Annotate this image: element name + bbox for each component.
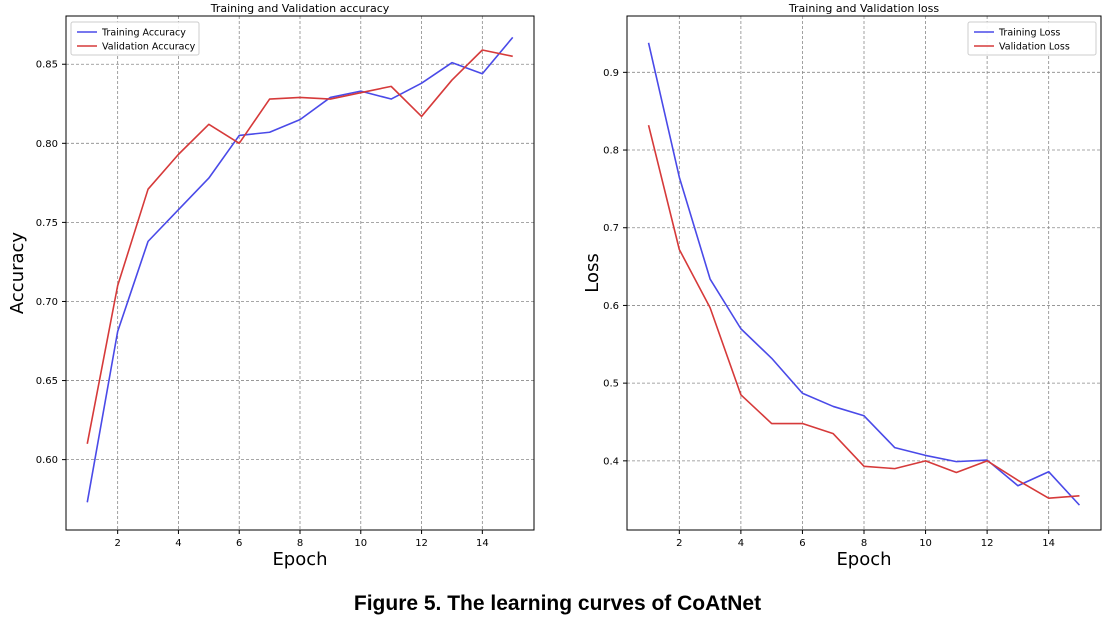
y-tick-label: 0.5 [603,379,619,390]
y-tick-label: 0.8 [603,146,619,157]
legend-label: Validation Loss [999,42,1070,53]
chart-panel-2: 2 4 6 8 10 12 14 0.4 0.5 0.6 0.7 0.8 0.9 Training and… [582,2,1102,570]
x-tick-label: 4 [738,538,744,549]
y-tick-label: 0.70 [36,297,58,308]
x-tick-label: 6 [236,538,242,549]
chart-panel-1: 2 4 6 8 10 12 14 0.60 0.65 0.70 0.75 0.80 0.85 Traini… [7,2,535,570]
x-tick-label: 10 [354,538,367,549]
series-line-training [647,42,1081,506]
figure-caption: Figure 5. The learning curves of CoAtNet [353,592,762,615]
legend: Training Accuracy Validation Accuracy [70,21,200,56]
x-tick-label: 6 [799,538,805,549]
y-tick-label: 0.6 [603,301,619,312]
legend-label: Training Loss [998,28,1060,39]
legend-box [967,21,1097,56]
x-tick-label: 14 [476,538,489,549]
x-tick-label: 8 [861,538,867,549]
y-axis-label: Loss [582,253,603,292]
series-line-validation [86,49,513,444]
legend-box [70,21,200,56]
y-tick-label: 0.4 [603,456,619,467]
chart-title: Training and Validation accuracy [210,2,390,15]
series-line-training [86,36,514,503]
y-tick-label: 0.75 [36,218,58,229]
legend-label: Training Accuracy [101,28,186,39]
x-tick-label: 12 [981,538,994,549]
chart-title: Training and Validation loss [788,2,939,15]
y-tick-label: 0.85 [36,60,58,71]
series-line-validation [647,124,1080,499]
x-tick-label: 2 [114,538,120,549]
x-tick-label: 4 [175,538,181,549]
x-axis-label: Epoch [836,549,891,570]
x-tick-label: 12 [415,538,428,549]
y-axis-label: Accuracy [7,232,28,315]
x-tick-label: 2 [676,538,682,549]
x-tick-label: 8 [297,538,303,549]
legend-label: Validation Accuracy [102,42,196,53]
y-tick-label: 0.65 [36,376,58,387]
x-axis-label: Epoch [272,549,327,570]
legend: Training Loss Validation Loss [967,21,1097,56]
y-tick-label: 0.9 [603,68,619,79]
y-tick-label: 0.80 [36,139,58,150]
x-tick-label: 10 [919,538,932,549]
y-tick-label: 0.7 [603,223,619,234]
y-tick-label: 0.60 [36,455,58,466]
x-tick-label: 14 [1042,538,1055,549]
